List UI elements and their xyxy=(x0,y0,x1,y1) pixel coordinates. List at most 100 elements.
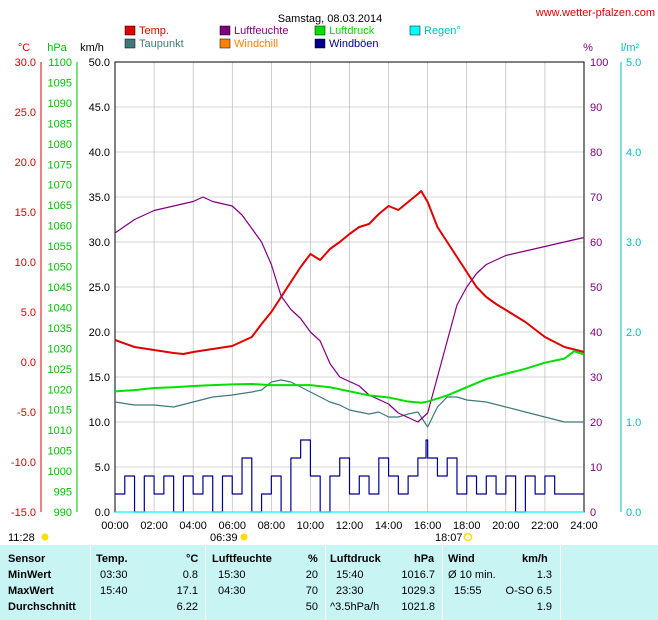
hum-tick-label: 80 xyxy=(590,147,602,159)
wind-tick-label: 50.0 xyxy=(89,57,110,69)
wind-axis-unit: km/h xyxy=(80,42,104,54)
stats-table: Sensor Temp. °C Luftfeuchte % Luftdruck … xyxy=(0,545,658,620)
wind-time: Ø 10 min. xyxy=(448,569,496,581)
row-label: MinWert xyxy=(8,569,52,581)
hum-axis-unit: % xyxy=(583,42,593,54)
row-label: Durchschnitt xyxy=(8,601,76,613)
wind-tick-label: 15.0 xyxy=(89,372,110,384)
rain-tick-label: 3.0 xyxy=(626,237,641,249)
legend-label: Luftdruck xyxy=(329,25,375,37)
temp-time: 03:30 xyxy=(100,569,128,581)
time-tick-label: 10:00 xyxy=(297,520,325,532)
hum-tick-label: 30 xyxy=(590,372,602,384)
legend-label: Regen° xyxy=(424,25,461,37)
press-axis-unit: hPa xyxy=(47,42,67,54)
press-tick-label: 1090 xyxy=(48,98,72,110)
plot-grid xyxy=(115,62,584,512)
hum-tick-label: 10 xyxy=(590,462,602,474)
rain-axis-unit: l/m² xyxy=(621,42,640,54)
wind-value: 1.3 xyxy=(536,569,552,581)
press-time: 15:40 xyxy=(336,569,364,581)
legend-swatch xyxy=(314,25,326,36)
legend-label: Taupunkt xyxy=(139,38,184,50)
time-tick-label: 14:00 xyxy=(375,520,403,532)
time-tick-label: 20:00 xyxy=(492,520,520,532)
time-tick-label: 12:00 xyxy=(336,520,364,532)
hum-value: 20 xyxy=(305,569,318,581)
press-tick-label: 1020 xyxy=(48,384,72,396)
legend-swatch xyxy=(219,25,231,36)
press-tick-label: 1085 xyxy=(48,118,72,130)
press-tick-label: 1000 xyxy=(48,466,72,478)
legend-swatch xyxy=(219,38,231,49)
temp-value: 0.8 xyxy=(182,569,198,581)
header-wind-unit: km/h xyxy=(522,553,548,565)
press-tick-label: 1065 xyxy=(48,200,72,212)
wind-tick-label: 5.0 xyxy=(95,462,110,474)
time-tick-label: 24:00 xyxy=(570,520,598,532)
hum-tick-label: 90 xyxy=(590,102,602,114)
header-hum-unit: % xyxy=(308,553,318,565)
sunrise-label: 06:39 xyxy=(210,532,238,544)
site-link[interactable]: www.wetter-pfalzen.com xyxy=(535,7,655,19)
stats-row-min: MinWert 03:30 0.8 15:30 20 15:40 1016.7 … xyxy=(0,568,658,583)
sunset-icon xyxy=(463,532,473,542)
press-tick-label: 1070 xyxy=(48,180,72,192)
column-separator xyxy=(442,545,443,620)
hum-value: 70 xyxy=(305,585,318,597)
header-temp: Temp. xyxy=(96,553,128,565)
header-hum: Luftfeuchte xyxy=(212,553,272,565)
temp-value: 17.1 xyxy=(176,585,198,597)
stats-row-avg: Durchschnitt 6.22 50 ^3.5hPa/h 1021.8 1.… xyxy=(0,600,658,615)
legend-swatch xyxy=(124,38,136,49)
column-separator xyxy=(205,545,206,620)
temp-tick-label: 30.0 xyxy=(15,57,36,69)
wind-tick-label: 0.0 xyxy=(95,507,110,519)
press-tick-label: 1045 xyxy=(48,282,72,294)
press-tick-label: 1005 xyxy=(48,446,72,458)
legend-swatch xyxy=(314,38,326,49)
series-line-luftdruck xyxy=(114,350,585,404)
press-tick-label: 1015 xyxy=(48,405,72,417)
press-tick-label: 990 xyxy=(54,507,72,519)
press-tick-label: 1060 xyxy=(48,221,72,233)
rain-tick-label: 0.0 xyxy=(626,507,641,519)
hum-tick-label: 50 xyxy=(590,282,602,294)
chart-title: Samstag, 08.03.2014 xyxy=(278,13,383,25)
header-sensor: Sensor xyxy=(8,553,46,565)
stats-row-max: MaxWert 15:40 17.1 04:30 70 23:30 1029.3… xyxy=(0,584,658,599)
press-tick-label: 1040 xyxy=(48,302,72,314)
column-separator xyxy=(560,545,561,620)
rain-tick-label: 2.0 xyxy=(626,327,641,339)
press-tick-label: 995 xyxy=(54,487,72,499)
sun-info: 11:28 06:39 18:07 xyxy=(8,532,473,544)
hum-tick-label: 60 xyxy=(590,237,602,249)
temp-tick-label: 0.0 xyxy=(21,357,36,369)
header-wind: Wind xyxy=(448,553,475,565)
press-value: 1016.7 xyxy=(401,569,435,581)
time-tick-label: 00:00 xyxy=(101,520,129,532)
wind-tick-label: 30.0 xyxy=(89,237,110,249)
series-line-temp xyxy=(114,190,585,355)
legend-label: Windchill xyxy=(234,38,278,50)
legend-label: Temp. xyxy=(139,25,169,37)
hum-time: 15:30 xyxy=(218,569,246,581)
header-press: Luftdruck xyxy=(330,553,381,565)
legend-swatch xyxy=(124,25,136,36)
series-line-luftfeuchte xyxy=(114,196,585,423)
column-separator xyxy=(325,545,326,620)
time-tick-label: 02:00 xyxy=(140,520,168,532)
wind-tick-label: 10.0 xyxy=(89,417,110,429)
press-tick-label: 1075 xyxy=(48,159,72,171)
press-tick-label: 1055 xyxy=(48,241,72,253)
rain-tick-label: 1.0 xyxy=(626,417,641,429)
legend-label: Luftfeuchte xyxy=(234,25,288,37)
temp-tick-label: 10.0 xyxy=(15,257,36,269)
sunrise-icon xyxy=(240,533,248,541)
press-time: ^3.5hPa/h xyxy=(330,601,380,613)
hum-tick-label: 70 xyxy=(590,192,602,204)
column-separator xyxy=(90,545,91,620)
press-value: 1029.3 xyxy=(401,585,435,597)
time-tick-label: 16:00 xyxy=(414,520,442,532)
temp-tick-label: 5.0 xyxy=(21,307,36,319)
